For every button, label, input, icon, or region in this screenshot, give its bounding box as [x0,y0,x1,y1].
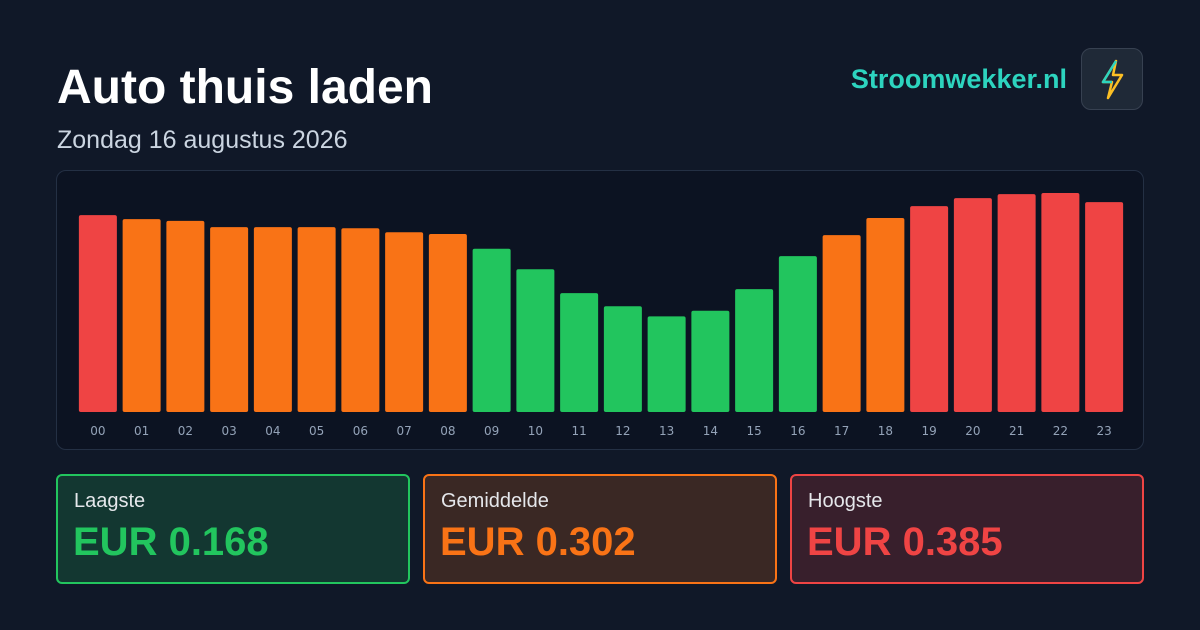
bar [822,235,861,412]
bar [516,269,555,412]
x-tick-label: 01 [134,424,149,438]
chart-panel: 00 01 02 03 04 05 06 07 08 09 10 11 12 13 14 15 16 17 18 19… [56,170,1144,450]
bar [603,306,642,412]
stat-value: EUR 0.168 [73,520,269,564]
subtitle: Zondag 16 augustus 2026 [57,126,348,154]
chart: 00 01 02 03 04 05 06 07 08 09 10 11 12 13 14 15 16 17 18 19… [78,193,1124,438]
x-tick-label: 04 [265,424,280,438]
x-tick-label: 05 [309,424,324,438]
x-tick-label: 16 [790,424,805,438]
x-tick-label: 12 [615,424,630,438]
stat-value: EUR 0.385 [807,520,1003,564]
x-tick-label: 15 [746,424,761,438]
bar [385,232,424,412]
bar [735,289,774,412]
x-tick-label: 08 [440,424,455,438]
bar [297,227,336,412]
bar [910,206,949,412]
x-tick-label: 13 [659,424,674,438]
x-tick-label: 03 [221,424,236,438]
stat-card: Laagste EUR 0.168 [56,474,410,584]
bar [953,198,992,412]
bar [1085,202,1124,412]
x-tick-label: 22 [1053,424,1068,438]
bar [560,293,599,412]
x-tick-label: 10 [528,424,543,438]
bar [78,215,117,412]
logo-icon [1101,59,1124,100]
title: Auto thuis laden [57,61,433,114]
x-tick-label: 23 [1096,424,1111,438]
bar [997,194,1036,412]
stat-label: Gemiddelde [441,490,549,512]
bar [691,310,730,412]
x-tick-label: 11 [571,424,586,438]
stat-value: EUR 0.302 [440,520,636,564]
logo [1081,48,1143,110]
bar [866,218,905,412]
bar [1041,193,1080,412]
x-tick-label: 07 [396,424,411,438]
x-tick-label: 19 [921,424,936,438]
brand: Stroomwekker.nl [850,64,1067,94]
stat-card: Gemiddelde EUR 0.302 [423,474,777,584]
bar [166,220,205,412]
x-tick-label: 18 [878,424,893,438]
x-tick-label: 14 [703,424,718,438]
stat-label: Hoogste [808,490,883,512]
bar [778,256,817,412]
bar [210,227,249,412]
stat-label: Laagste [74,490,146,512]
x-tick-label: 02 [178,424,193,438]
bar [472,248,511,412]
x-tick-label: 09 [484,424,499,438]
x-tick-label: 20 [965,424,980,438]
bar [428,233,467,412]
bar [647,316,686,412]
bar [122,219,161,412]
x-tick-label: 21 [1009,424,1024,438]
stat-card: Hoogste EUR 0.385 [790,474,1144,584]
x-tick-label: 00 [90,424,105,438]
bar [253,227,292,412]
x-tick-label: 17 [834,424,849,438]
x-tick-label: 06 [353,424,368,438]
bar [341,228,380,412]
